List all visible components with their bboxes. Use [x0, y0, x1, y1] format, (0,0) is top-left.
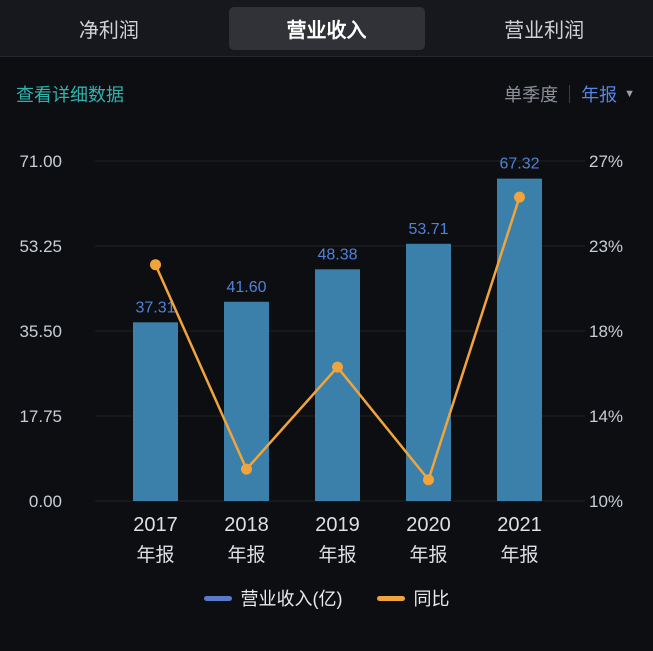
yoy-line-marker[interactable]	[423, 474, 434, 486]
bar-value-label: 67.32	[499, 156, 539, 173]
legend-item-yoy: 同比	[376, 585, 450, 611]
view-detail-link[interactable]: 查看详细数据	[16, 85, 124, 105]
metric-tabbar: 净利润 营业收入 营业利润	[0, 0, 653, 57]
x-axis-period-label: 年报	[318, 544, 356, 566]
bar-value-label: 37.31	[135, 299, 175, 316]
yoy-line-marker[interactable]	[150, 259, 161, 271]
x-axis-period-label: 年报	[136, 544, 174, 566]
x-axis-year-label: 2018	[224, 514, 269, 536]
bar-value-label: 53.71	[408, 221, 448, 238]
left-axis-tick-label: 35.50	[19, 322, 62, 341]
x-axis-year-label: 2021	[497, 514, 542, 536]
x-axis-period-label: 年报	[409, 544, 447, 566]
tab-operating-revenue-label: 营业收入	[228, 6, 425, 50]
x-axis-period-label: 年报	[227, 544, 265, 566]
right-axis-tick-label: 18%	[589, 322, 623, 341]
left-axis-tick-label: 53.25	[19, 237, 62, 256]
revenue-bar[interactable]	[406, 243, 451, 501]
legend-label-revenue: 营业收入(亿)	[240, 589, 343, 609]
bar-value-label: 48.38	[317, 246, 357, 263]
right-axis-tick-label: 10%	[589, 492, 623, 511]
period-option-annual[interactable]: 年报	[581, 85, 618, 105]
tab-net-profit[interactable]: 净利润	[0, 7, 218, 50]
left-axis-tick-label: 0.00	[29, 492, 62, 511]
right-axis-tick-label: 14%	[589, 407, 623, 426]
legend-swatch-revenue	[203, 595, 232, 601]
right-axis-tick-label: 27%	[589, 152, 623, 171]
yoy-line-marker[interactable]	[514, 191, 525, 203]
yoy-line-marker[interactable]	[241, 463, 252, 475]
tab-net-profit-label: 净利润	[78, 19, 139, 42]
tab-operating-profit-label: 营业利润	[504, 19, 585, 42]
chart-legend: 营业收入(亿) 同比	[0, 585, 653, 611]
chart-canvas[interactable]: 0.00 10% 17.75 14% 35.50 18% 53.25 23% 71.00 27% 3…	[0, 121, 653, 583]
revenue-bar[interactable]	[497, 178, 542, 501]
revenue-chart: 0.00 10% 17.75 14% 35.50 18% 53.25 23% 71.00 27% 3…	[0, 121, 653, 583]
period-separator	[569, 85, 571, 103]
legend-label-yoy: 同比	[413, 589, 450, 609]
x-axis-year-label: 2019	[315, 514, 360, 536]
yoy-line-marker[interactable]	[332, 361, 343, 373]
x-axis-year-label: 2017	[133, 514, 178, 536]
chart-controls-row: 查看详细数据 单季度 年报 ▼	[0, 81, 653, 107]
period-option-quarterly[interactable]: 单季度	[504, 85, 559, 105]
revenue-bar[interactable]	[133, 322, 178, 501]
legend-item-revenue: 营业收入(亿)	[203, 585, 343, 611]
x-axis-year-label: 2020	[406, 514, 451, 536]
left-axis-tick-label: 71.00	[19, 152, 62, 171]
bar-value-label: 41.60	[226, 279, 266, 296]
right-axis-tick-label: 23%	[589, 237, 623, 256]
tab-operating-revenue[interactable]: 营业收入	[218, 6, 436, 50]
tab-operating-profit[interactable]: 营业利润	[435, 7, 653, 50]
chevron-down-icon[interactable]: ▼	[624, 88, 635, 100]
period-toggle: 单季度 年报 ▼	[504, 81, 635, 107]
x-axis-period-label: 年报	[500, 544, 538, 566]
legend-swatch-yoy	[376, 595, 405, 601]
left-axis-tick-label: 17.75	[19, 407, 62, 426]
